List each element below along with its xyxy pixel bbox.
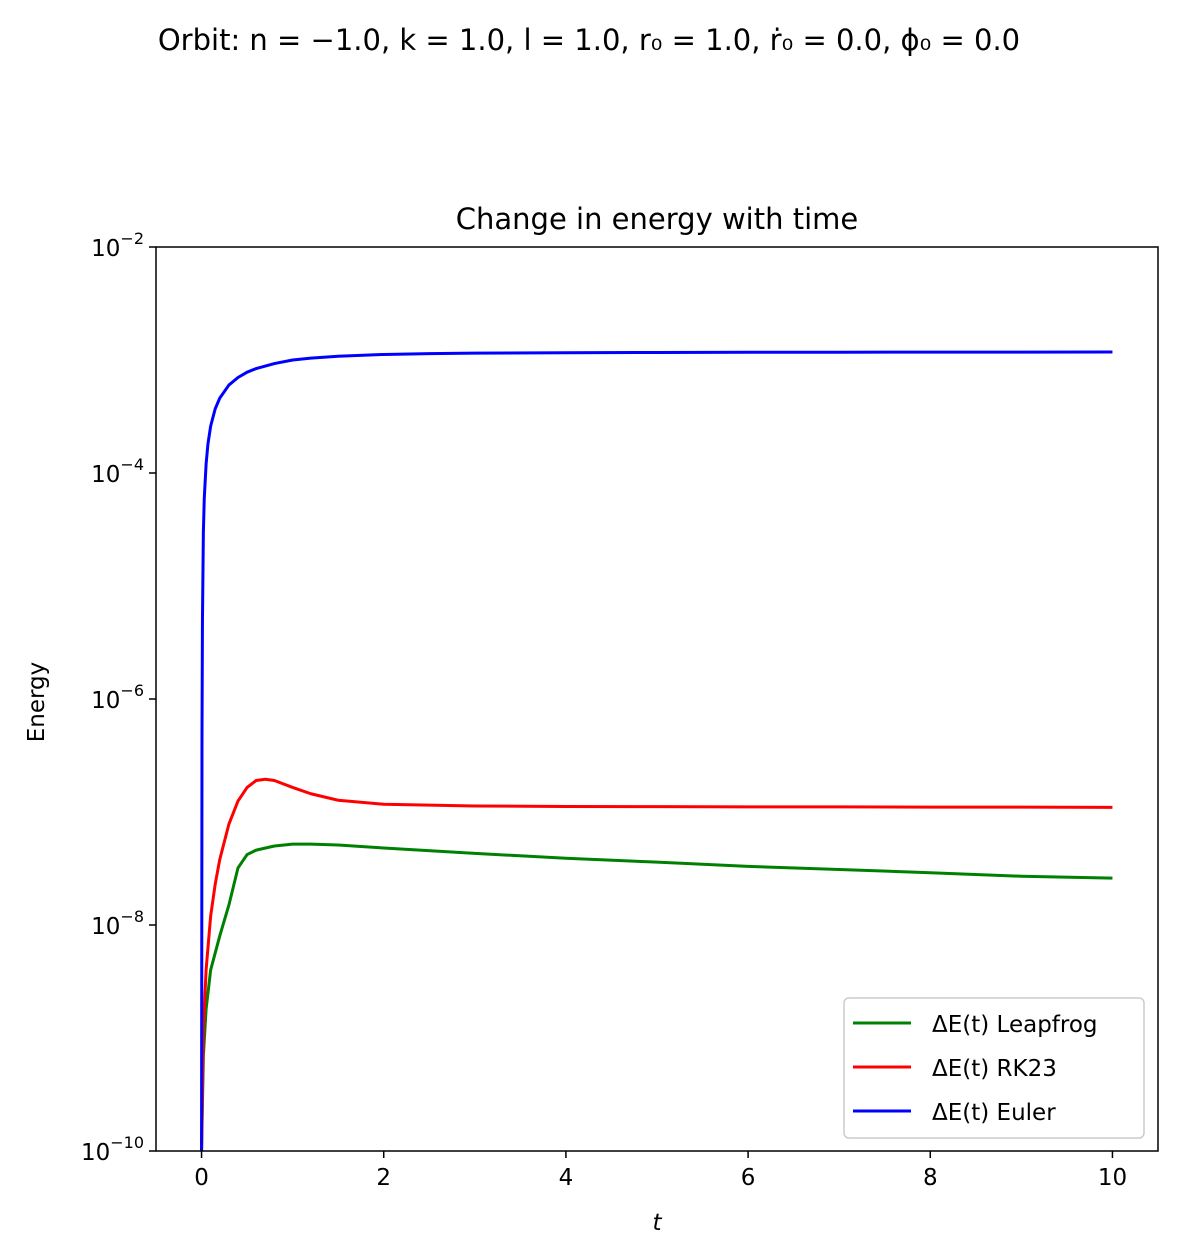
legend-label: ΔE(t) Euler (932, 1100, 1056, 1126)
x-axis-ticks: 0 2 4 6 8 10 (194, 1151, 1127, 1191)
legend-label: ΔE(t) RK23 (932, 1056, 1057, 1082)
legend-label: ΔE(t) Leapfrog (932, 1012, 1098, 1038)
x-axis-label: t (652, 1210, 662, 1236)
series-line-e-t-leapfrog (200, 842, 1113, 1151)
x-tick-label: 6 (741, 1165, 756, 1191)
series-line-e-t-rk23 (200, 777, 1113, 1151)
y-tick-label: 10−2 (91, 229, 144, 262)
y-tick-label: 10−4 (91, 455, 144, 488)
x-tick-label: 0 (194, 1165, 209, 1191)
series-line-e-t-euler (200, 350, 1113, 1151)
y-tick-label: 10−8 (91, 907, 144, 940)
legend: ΔE(t) Leapfrog ΔE(t) RK23 ΔE(t) Euler (843, 997, 1145, 1139)
x-tick-label: 8 (923, 1165, 938, 1191)
figure-suptitle: Orbit: n = −1.0, k = 1.0, l = 1.0, r₀ = … (158, 23, 1020, 57)
legend-frame (843, 997, 1145, 1139)
x-tick-label: 10 (1098, 1165, 1127, 1191)
y-tick-label: 10−6 (91, 681, 144, 714)
y-axis-label: Energy (24, 662, 50, 743)
y-axis-ticks: 10−10 10−8 10−6 10−4 10−2 (81, 229, 156, 1166)
y-tick-label: 10−10 (81, 1133, 144, 1166)
series-layer (200, 350, 1113, 1151)
x-tick-label: 2 (376, 1165, 391, 1191)
x-tick-label: 4 (559, 1165, 574, 1191)
chart-title: Change in energy with time (456, 202, 858, 236)
